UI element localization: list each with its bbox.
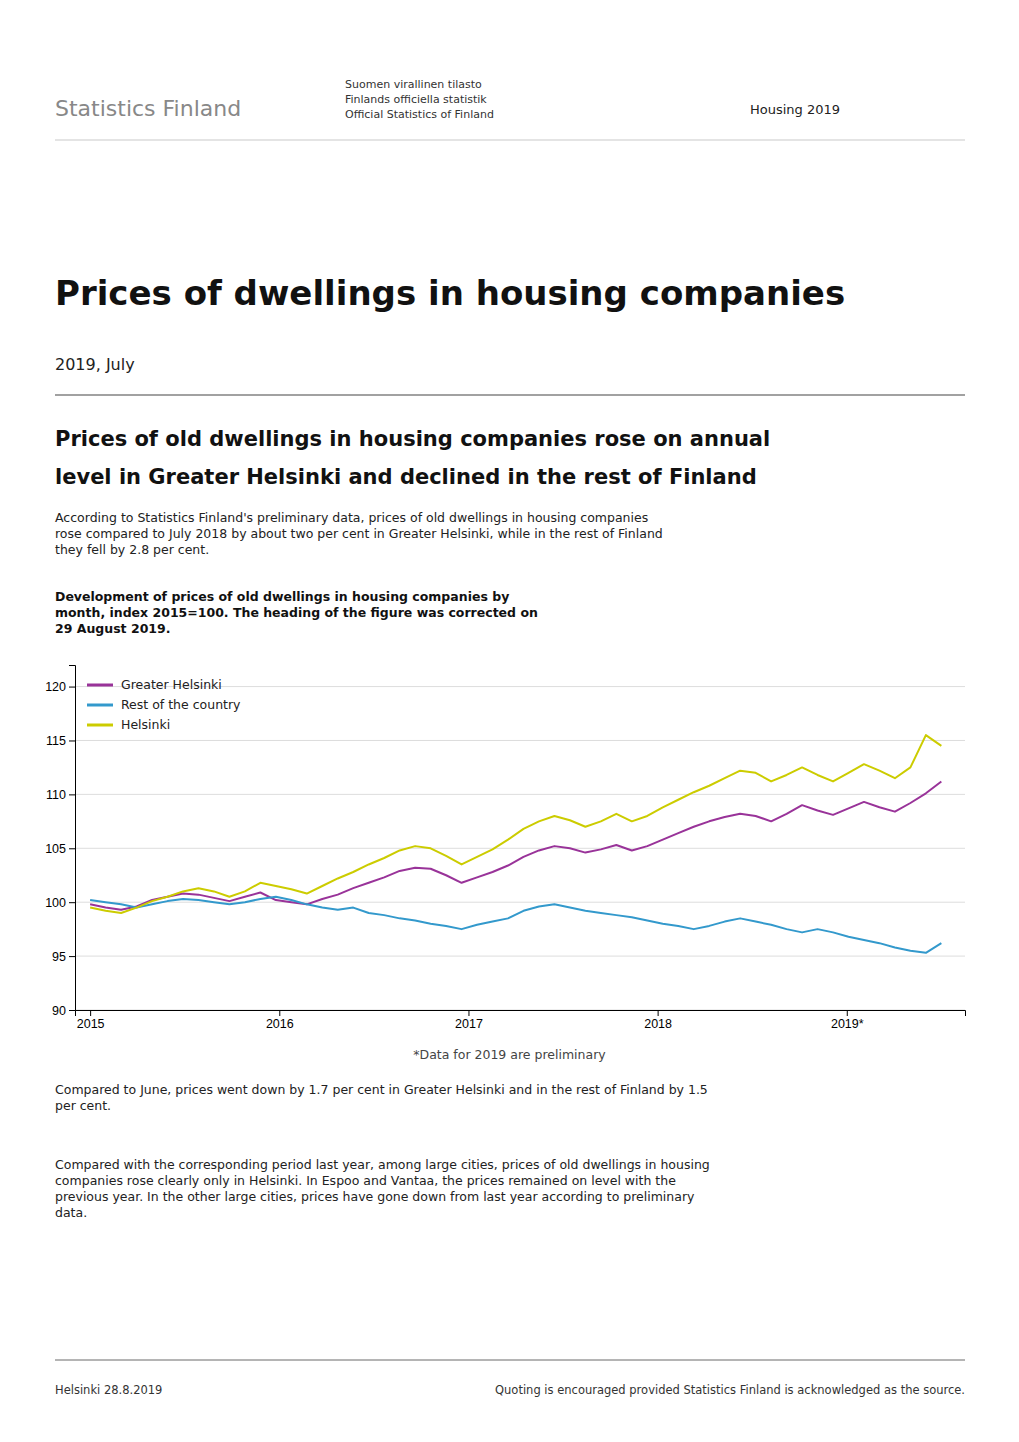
body-text: previous year. In the other large cities… (55, 1189, 695, 1204)
legend-label: Greater Helsinki (121, 677, 222, 692)
y-tick-mark (69, 794, 75, 795)
legend-swatch (87, 684, 113, 687)
separator (55, 1360, 965, 1361)
grid-line (75, 956, 965, 957)
y-tick-label: 115 (46, 734, 66, 748)
x-axis: 2015 2016 2017 2018 2019* (76, 1010, 966, 1031)
body-text: According to Statistics Finland's prelim… (55, 510, 648, 525)
y-axis-line (69, 666, 76, 1011)
body-text: rose compared to July 2018 by about two … (55, 526, 663, 541)
footer-left: Helsinki 28.8.2019 (55, 1383, 162, 1397)
legend-swatch (87, 724, 113, 727)
grid-line (75, 740, 965, 741)
y-tick-label: 120 (45, 680, 66, 694)
y-tick: 100 (45, 896, 75, 910)
x-tick-label: 2017 (455, 1017, 483, 1031)
legend-label: Rest of the country (121, 697, 241, 712)
x-tick: 2017 (455, 1010, 483, 1031)
chart: 2015 2016 2017 2018 2019* 90 95 100 105 110 115 120… (45, 666, 965, 1031)
y-tick-label: 100 (45, 896, 66, 910)
body-text: data. (55, 1205, 87, 1220)
y-tick: 90 (52, 1004, 75, 1018)
grid-line (75, 794, 965, 795)
chart-note: *Data for 2019 are preliminary (413, 1047, 606, 1062)
y-tick-mark (69, 1010, 75, 1011)
x-tick-label: 2016 (266, 1017, 294, 1031)
body-text: they fell by 2.8 per cent. (55, 542, 209, 557)
grid (75, 687, 965, 1010)
x-tick: 2016 (266, 1010, 294, 1031)
x-tick-label: 2015 (77, 1017, 105, 1031)
x-tick: 2018 (644, 1010, 672, 1031)
x-tick-mark (847, 1010, 848, 1016)
body-text: per cent. (55, 1098, 111, 1113)
official-text: Official Statistics of Finland (345, 108, 494, 121)
x-tick-label: 2018 (644, 1017, 672, 1031)
logo-text: Statistics Finland (55, 96, 241, 121)
y-tick-mark (69, 902, 75, 903)
header-right: Housing 2019 (750, 102, 840, 117)
y-tick: 110 (46, 788, 75, 802)
body-text: companies rose clearly only in Helsinki.… (55, 1173, 676, 1188)
y-tick-mark (69, 956, 75, 957)
series-line (90, 735, 941, 913)
chart-title: Development of prices of old dwellings i… (55, 589, 509, 604)
y-tick: 105 (45, 842, 75, 856)
page: Statistics Finland Suomen virallinen tila… (0, 0, 1019, 1442)
separator (55, 140, 965, 141)
body-text: Compared to June, prices went down by 1.… (55, 1082, 708, 1097)
official-text: Finlands officiella statistik (345, 93, 487, 106)
page-title: Prices of dwellings in housing companies (55, 273, 845, 313)
x-tick-mark (90, 1010, 91, 1016)
y-tick: 120 (45, 680, 75, 694)
y-tick-label: 95 (52, 950, 66, 964)
x-tick: 2015 (77, 1010, 105, 1031)
y-tick-mark (69, 740, 75, 741)
body-text: Compared with the corresponding period l… (55, 1157, 710, 1172)
chart-title: month, index 2015=100. The heading of th… (55, 605, 538, 620)
section-heading: Prices of old dwellings in housing compa… (55, 427, 770, 451)
series-line (90, 897, 941, 953)
y-tick-label: 110 (46, 788, 66, 802)
y-tick-label: 105 (45, 842, 66, 856)
x-tick-mark (279, 1010, 280, 1016)
x-tick-mark (468, 1010, 469, 1016)
legend: Greater Helsinki Rest of the country Helsi… (87, 677, 241, 732)
x-tick: 2019* (831, 1010, 864, 1031)
subtitle: 2019, July (55, 355, 135, 374)
official-text: Suomen virallinen tilasto (345, 78, 482, 91)
chart-title: 29 August 2019. (55, 621, 170, 636)
legend-label: Helsinki (121, 717, 170, 732)
plot-area (90, 735, 941, 953)
grid-line (75, 848, 965, 849)
x-tick-mark (658, 1010, 659, 1016)
y-tick-mark (69, 687, 75, 688)
footer-right: Quoting is encouraged provided Statistic… (495, 1383, 965, 1397)
y-tick: 115 (46, 734, 75, 748)
x-axis-line (76, 1011, 966, 1017)
y-axis: 90 95 100 105 110 115 120 (45, 666, 75, 1018)
y-tick-mark (69, 848, 75, 849)
legend-swatch (87, 704, 113, 707)
x-tick-label: 2019* (831, 1017, 864, 1031)
separator (55, 394, 965, 395)
y-tick-label: 90 (52, 1004, 66, 1018)
y-tick: 95 (52, 950, 75, 964)
series-line (90, 781, 941, 909)
section-heading: level in Greater Helsinki and declined i… (55, 465, 757, 489)
